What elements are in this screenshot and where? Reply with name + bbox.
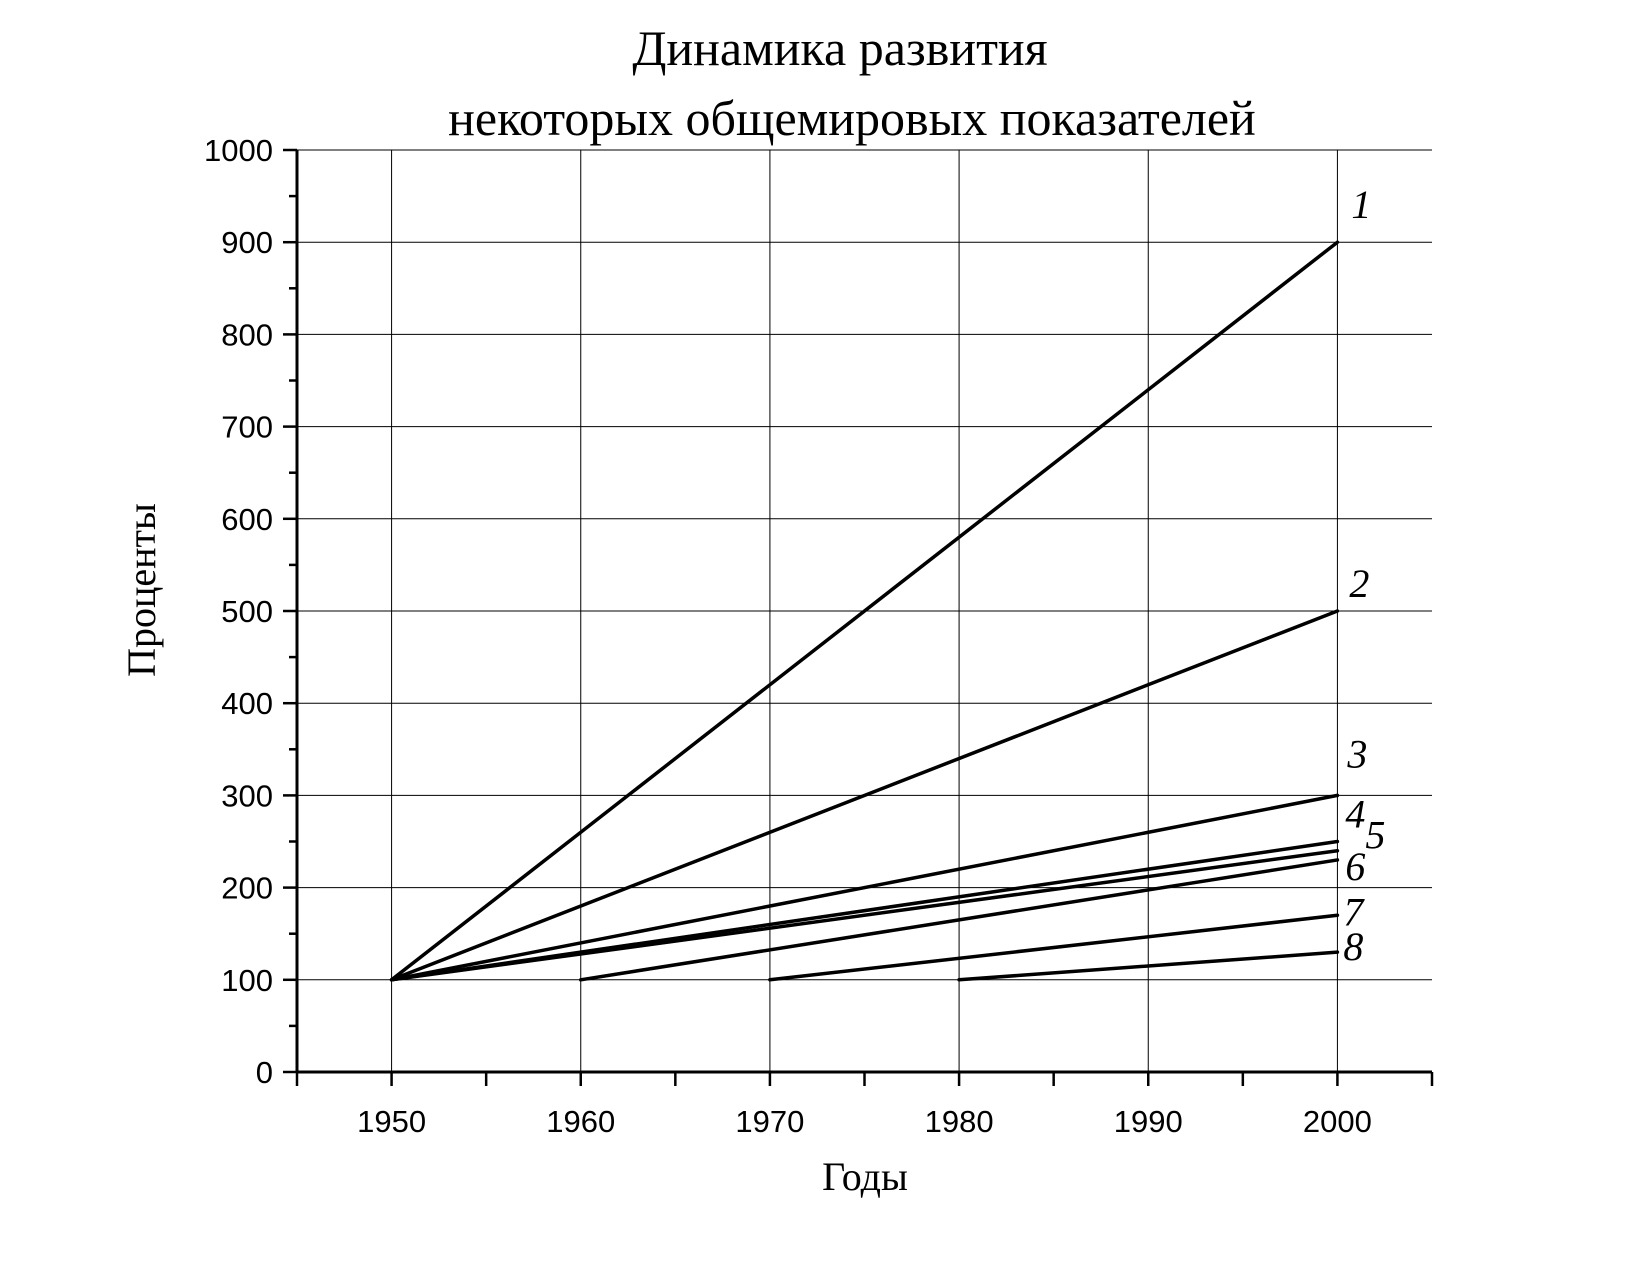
y-tick-label: 1000 xyxy=(204,133,273,168)
x-tick-label: 1970 xyxy=(735,1104,804,1139)
series-line-1 xyxy=(389,240,1340,982)
series-line-6 xyxy=(579,858,1340,982)
y-tick-label: 100 xyxy=(221,963,273,998)
x-tick-label: 2000 xyxy=(1303,1104,1372,1139)
chart-title-line-1: Динамика развития xyxy=(632,20,1047,76)
y-tick-label: 800 xyxy=(221,317,273,352)
y-tick-label: 600 xyxy=(221,502,273,537)
series-label-2: 2 xyxy=(1349,561,1369,606)
ticks xyxy=(283,148,1434,1086)
y-tick-label: 300 xyxy=(221,778,273,813)
y-tick-label: 700 xyxy=(221,410,273,445)
y-tick-label: 200 xyxy=(221,871,273,906)
y-axis-label: Проценты xyxy=(119,503,164,677)
y-tick-label: 0 xyxy=(256,1055,273,1090)
series-label-5: 5 xyxy=(1365,813,1385,858)
x-tick-label: 1960 xyxy=(546,1104,615,1139)
series-lines xyxy=(389,240,1340,982)
tick-labels: 0 100 200 300 400 500 600 700 800 900 1000 1950 1960… xyxy=(204,133,1372,1139)
series-line-2 xyxy=(389,609,1340,982)
series-line-7 xyxy=(768,913,1340,982)
y-tick-label: 900 xyxy=(221,225,273,260)
x-tick-label: 1950 xyxy=(357,1104,426,1139)
series-label-3: 3 xyxy=(1346,731,1367,776)
y-tick-label: 500 xyxy=(221,594,273,629)
series-label-6: 6 xyxy=(1345,844,1365,889)
series-label-1: 1 xyxy=(1351,182,1371,227)
x-axis-label: Годы xyxy=(822,1154,908,1199)
x-tick-label: 1990 xyxy=(1114,1104,1183,1139)
y-tick-label: 400 xyxy=(221,686,273,721)
series-line-8 xyxy=(957,950,1340,982)
x-tick-label: 1980 xyxy=(925,1104,994,1139)
series-label-4: 4 xyxy=(1345,792,1365,837)
series-line-5 xyxy=(389,848,1340,982)
series-label-8: 8 xyxy=(1343,924,1363,969)
series-line-3 xyxy=(389,793,1340,982)
chart-title-line-2: некоторых общемировых показателей xyxy=(448,90,1256,146)
series-label-7: 7 xyxy=(1343,889,1365,934)
